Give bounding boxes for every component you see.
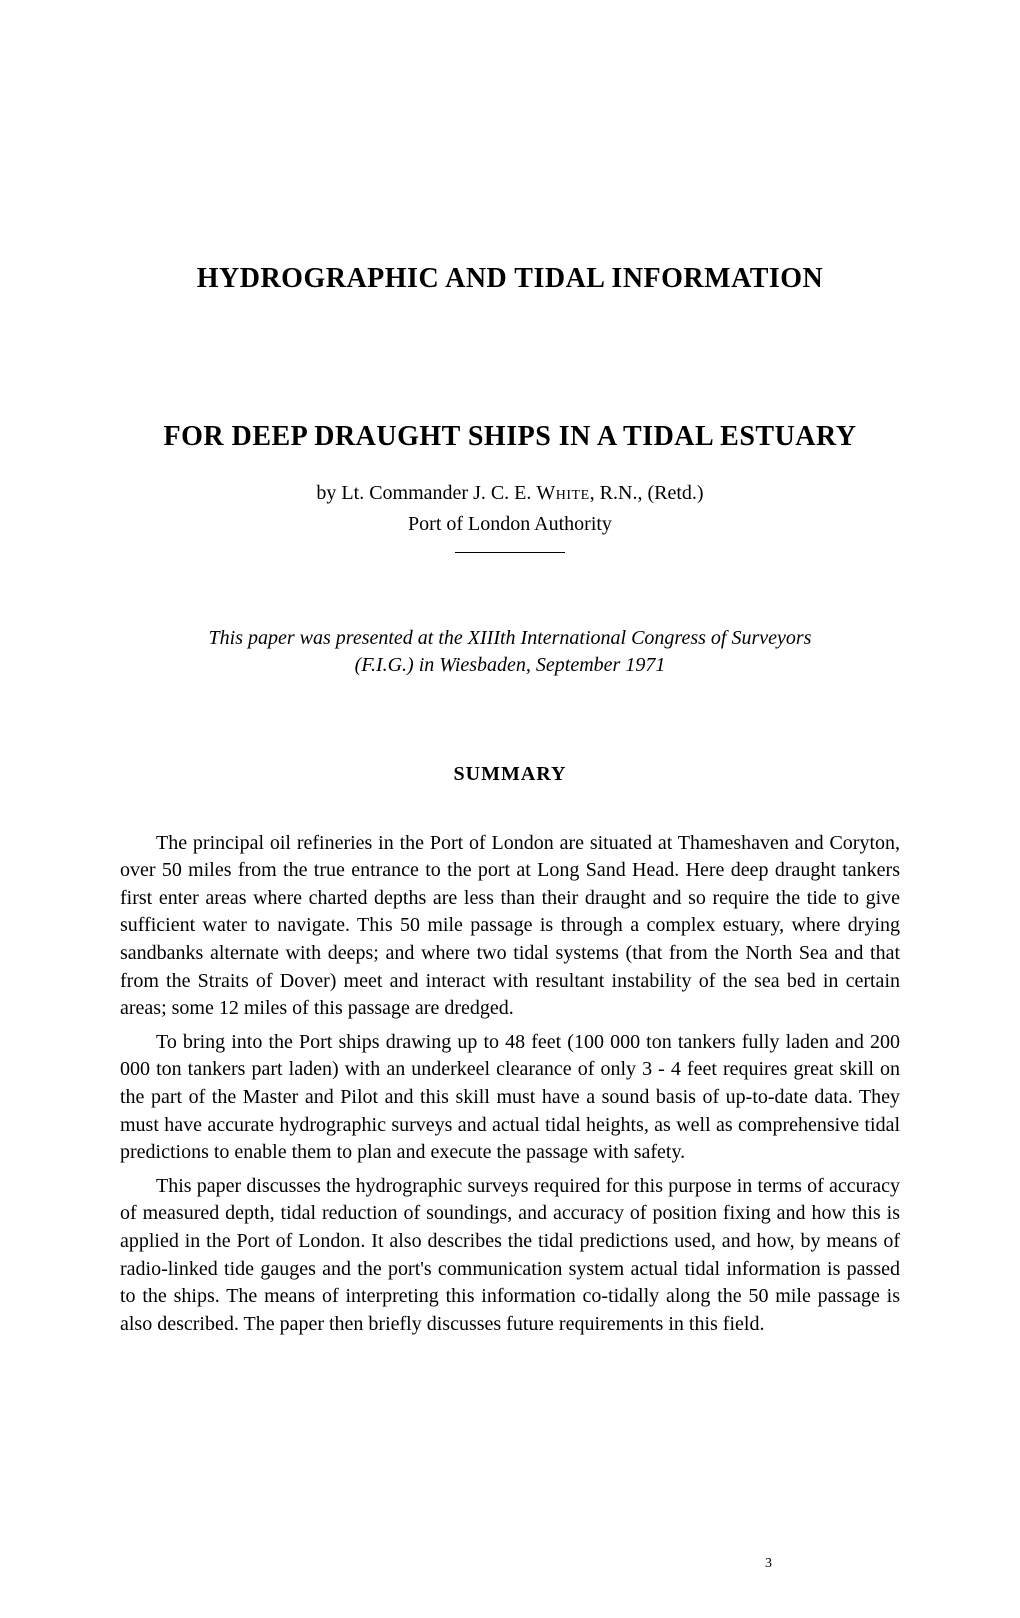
presented-line2: (F.I.G.) in Wiesbaden, September 1971 [355, 654, 666, 676]
presented-line1: This paper was presented at the XIIIth I… [209, 627, 812, 649]
divider-short [455, 552, 565, 553]
summary-paragraph: To bring into the Port ships drawing up … [120, 1029, 900, 1167]
summary-paragraph: This paper discusses the hydrographic su… [120, 1173, 900, 1339]
paper-title-line1: HYDROGRAPHIC AND TIDAL INFORMATION [120, 260, 900, 298]
summary-paragraph: The principal oil refineries in the Port… [120, 830, 900, 1023]
presented-note: This paper was presented at the XIIIth I… [120, 625, 900, 679]
paper-title-line2: FOR DEEP DRAUGHT SHIPS IN A TIDAL ESTUAR… [120, 418, 900, 456]
affiliation: Port of London Authority [120, 511, 900, 538]
byline-prefix: by Lt. Commander J. C. E. [316, 482, 536, 504]
summary-heading: SUMMARY [120, 761, 900, 788]
byline: by Lt. Commander J. C. E. White, R.N., (… [120, 480, 900, 507]
byline-surname: White [536, 482, 589, 504]
byline-suffix: , R.N., (Retd.) [590, 482, 704, 504]
